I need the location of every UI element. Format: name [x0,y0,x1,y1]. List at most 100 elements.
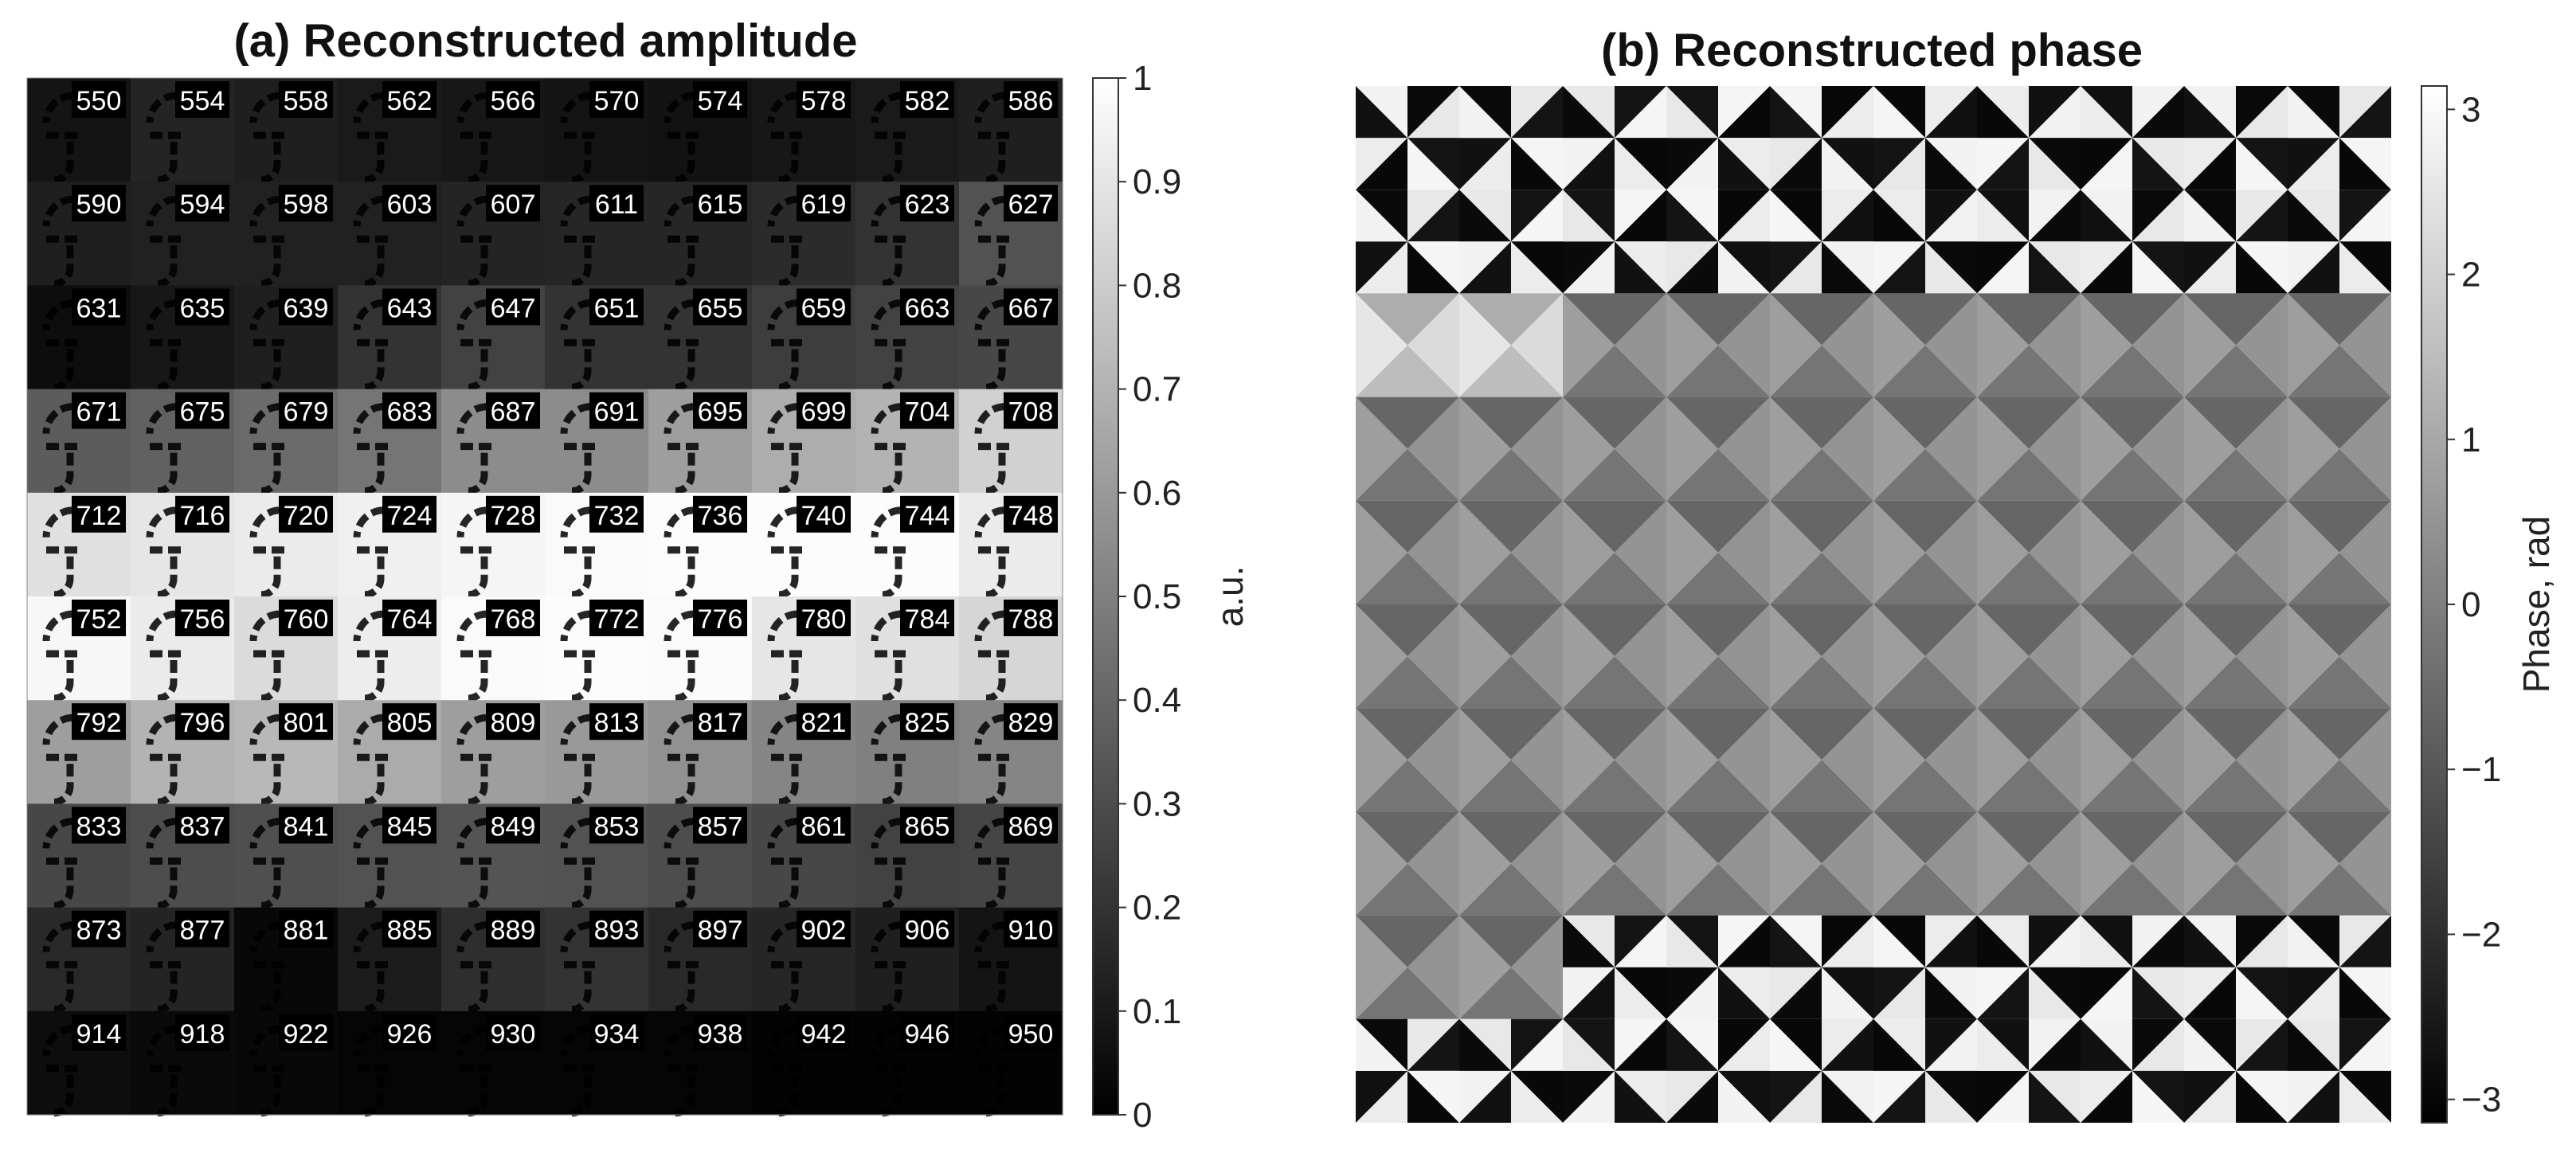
cell-label-box [72,1014,126,1051]
amplitude-colorbar-tick-label: 0.3 [1133,784,1181,823]
phase-wedge [2184,1070,2236,1123]
phase-facet [1770,397,1822,501]
phase-facet [2288,811,2391,864]
target-motif [974,921,1010,1014]
target-motif [871,195,906,287]
cell-label-box [72,495,126,533]
phase-wedge [2339,241,2391,294]
phase-wedge [1770,86,1822,139]
target-motif [974,403,1010,495]
phase-facet [2029,811,2081,916]
phase-wedge [1925,86,1977,139]
phase-wedge [2081,1070,2132,1123]
phase-facet [1407,500,1459,604]
phase-wedge [1925,138,1977,190]
cell-label-box [693,185,747,222]
wavelength-label: 740 [801,501,847,531]
phase-wedge [1615,138,1666,190]
wavelength-label: 938 [698,1019,743,1049]
wavelength-label: 598 [284,190,329,220]
phase-wedge [1407,1070,1459,1123]
wavelength-label: 792 [76,708,122,738]
phase-wedge [1459,1018,1511,1071]
cell-label-box [693,288,747,326]
phase-facet [1356,293,1459,346]
phase-wedge [1666,241,1718,294]
target-motif [560,713,596,806]
phase-facet [2081,708,2184,760]
phase-wedge [2184,190,2236,242]
target-motif [146,92,182,184]
wavelength-label: 893 [594,916,640,946]
target-motif [560,195,596,287]
cell-label-box [797,288,851,326]
phase-facet [1666,448,1770,501]
wavelength-label: 873 [76,916,122,946]
wavelength-label: 554 [180,86,225,116]
phase-wedge [1615,915,1666,967]
phase-facet [1770,656,1873,709]
phase-facet [2184,500,2236,604]
phase-wedge [1718,1018,1770,1071]
phase-wedge [2339,1018,2391,1071]
phase-facet [1718,708,1770,812]
phase-facet [1977,760,2081,812]
phase-wedge [2288,190,2339,242]
phase-wedge [1977,967,2029,1019]
cell-label-box [693,392,747,429]
phase-wedge [2288,190,2339,242]
phase-colorbar-tick-label: 1 [2461,420,2480,459]
target-motif [249,299,285,391]
phase-facet [2081,500,2184,553]
phase-wedge [1822,1018,1873,1071]
cell-label-box [589,495,644,533]
cell-label-box [797,495,851,533]
wavelength-label: 695 [698,397,743,428]
phase-wedge [1407,1018,1459,1071]
phase-wedge [1925,241,1977,294]
phase-facet [1459,604,1511,709]
phase-wedge [2288,915,2339,967]
phase-wedge [1356,86,1407,139]
wavelength-label: 675 [180,397,225,428]
phase-facet [1563,708,1615,812]
phase-wedge [1666,138,1718,190]
phase-wedge [1718,138,1770,190]
cell-label-box [72,703,126,741]
target-motif [974,817,1010,909]
phase-wedge [1977,1070,2029,1123]
cell-label-box [382,600,437,636]
wavelength-label: 861 [801,811,847,842]
target-motif [249,921,285,1014]
phase-wedge [2081,190,2132,242]
phase-facet [1356,500,1459,553]
phase-wedge [2236,241,2288,294]
phase-facet [1666,345,1770,397]
phase-wedge [2132,138,2184,190]
wavelength-label: 760 [284,604,329,635]
amplitude-colorbar-tick-label: 0.1 [1133,992,1181,1031]
wavelength-label: 708 [1008,397,1054,428]
phase-wedge [1407,190,1459,242]
phase-wedge [1407,138,1459,190]
phase-facet [2081,448,2184,501]
wavelength-label: 897 [698,916,743,946]
phase-wedge [1873,86,1925,139]
phase-wedge [1511,190,1563,242]
cell-label-box [589,703,644,741]
cell-label-box [1004,910,1058,948]
phase-wedge [2132,241,2184,294]
phase-facet [1770,760,1873,812]
phase-wedge [1563,1070,1615,1123]
target-motif [767,1025,803,1117]
phase-wedge [1925,138,1977,190]
phase-colorbar-tick-label: −1 [2461,750,2501,789]
target-motif [353,195,389,287]
phase-wedge [1563,967,1615,1019]
wavelength-label: 566 [491,86,536,116]
phase-wedge [2081,915,2132,967]
cell-label-box [382,495,437,533]
cell-label-box [693,81,747,118]
target-motif [664,92,699,184]
target-motif [560,817,596,909]
